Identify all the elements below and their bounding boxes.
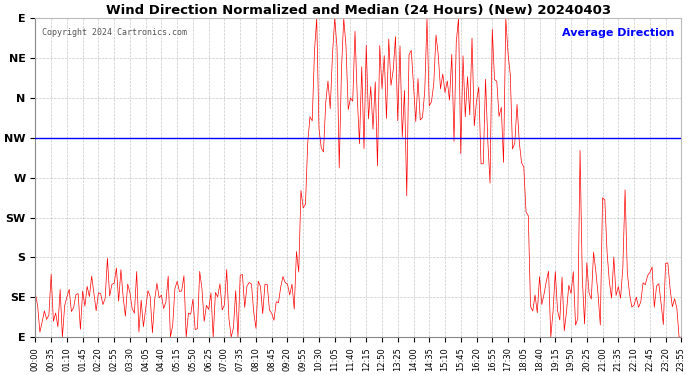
Text: Average Direction: Average Direction [562, 28, 675, 38]
Title: Wind Direction Normalized and Median (24 Hours) (New) 20240403: Wind Direction Normalized and Median (24… [106, 4, 611, 17]
Text: Copyright 2024 Cartronics.com: Copyright 2024 Cartronics.com [42, 28, 187, 37]
